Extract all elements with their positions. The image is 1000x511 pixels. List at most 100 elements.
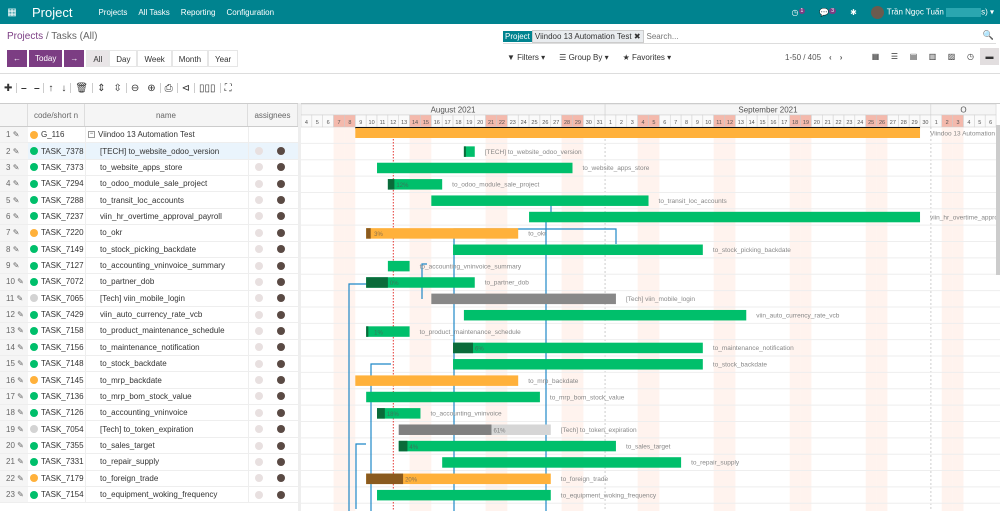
breadcrumb-projects[interactable]: Projects xyxy=(7,31,44,42)
edit-icon[interactable]: ✎ xyxy=(17,359,24,369)
edit-icon[interactable]: ✎ xyxy=(17,375,24,385)
task-bar[interactable] xyxy=(366,326,410,337)
pager-next-icon[interactable]: › xyxy=(839,53,843,62)
vertical-scrollbar[interactable] xyxy=(996,125,1000,275)
table-row[interactable]: 3 ✎ TASK_7373 to_website_apps_store xyxy=(0,159,298,177)
col-name[interactable]: name xyxy=(85,104,248,126)
table-row[interactable]: 18 ✎ TASK_7126 to_accounting_vninvoice xyxy=(0,405,298,422)
debug-icon[interactable]: ✱ xyxy=(850,7,857,17)
edit-icon[interactable]: ✎ xyxy=(12,195,20,205)
critical-path-icon[interactable]: ⊲ xyxy=(181,82,191,94)
apps-menu-icon[interactable]: ▦ xyxy=(7,6,17,18)
scale-day[interactable]: Day xyxy=(109,50,138,67)
edit-icon[interactable]: ✎ xyxy=(12,130,20,140)
task-bar[interactable] xyxy=(366,228,519,239)
task-bar[interactable] xyxy=(387,179,443,190)
app-title[interactable]: Project xyxy=(32,4,73,20)
edit-icon[interactable]: ✎ xyxy=(17,310,24,320)
table-row[interactable]: 8 ✎ TASK_7149 to_stock_picking_backdate xyxy=(0,241,298,258)
task-bar[interactable] xyxy=(529,211,921,223)
edit-icon[interactable]: ✎ xyxy=(17,457,24,467)
scale-year[interactable]: Year xyxy=(208,50,239,67)
remove-facet-icon[interactable]: ✖ xyxy=(633,32,641,41)
favorites-dropdown[interactable]: ★ Favorites ▾ xyxy=(622,53,672,62)
table-row[interactable]: 14 ✎ TASK_7156 to_maintenance_notificati… xyxy=(0,339,298,357)
expand-all-icon[interactable]: ⇕ xyxy=(97,82,106,94)
task-bar[interactable] xyxy=(453,342,703,354)
edit-icon[interactable]: ✎ xyxy=(12,261,20,271)
task-bar[interactable] xyxy=(366,277,475,288)
task-bar[interactable] xyxy=(366,473,551,485)
activity-button[interactable]: ◷ 1 xyxy=(792,7,806,17)
scale-month[interactable]: Month xyxy=(171,50,209,67)
scale-week[interactable]: Week xyxy=(137,50,172,67)
table-row[interactable]: 2 ✎ TASK_7378 [TECH] to_website_odoo_ver… xyxy=(0,143,298,160)
menu-reporting[interactable]: Reporting xyxy=(180,7,216,17)
table-row[interactable]: 13 ✎ TASK_7158 to_product_maintenance_sc… xyxy=(0,323,298,340)
task-bar[interactable] xyxy=(387,260,410,272)
table-row[interactable]: 10 ✎ TASK_7072 to_partner_dob xyxy=(0,274,298,291)
view-calendar-icon[interactable]: ▤ xyxy=(909,52,918,61)
menu-all-tasks[interactable]: All Tasks xyxy=(138,7,170,17)
search-input[interactable] xyxy=(646,32,947,41)
task-bar[interactable] xyxy=(431,293,616,305)
print-icon[interactable]: ⎙ xyxy=(164,82,173,94)
task-bar[interactable] xyxy=(355,375,519,386)
table-row[interactable]: 5 ✎ TASK_7288 to_transit_loc_accounts xyxy=(0,192,298,209)
view-graph-icon[interactable]: ▨ xyxy=(947,52,956,61)
edit-icon[interactable]: ✎ xyxy=(12,162,20,172)
task-bar[interactable] xyxy=(377,162,573,174)
user-menu[interactable]: Trần Ngọc Tuấn s) ▾ xyxy=(870,5,994,19)
view-pivot-icon[interactable]: ▥ xyxy=(928,52,937,61)
facet-value[interactable]: Viindoo 13 Automation Test ✖ xyxy=(531,30,644,43)
edit-icon[interactable]: ✎ xyxy=(12,228,20,238)
collapse-all-icon[interactable]: ⇳ xyxy=(113,82,122,94)
edit-icon[interactable]: ✎ xyxy=(17,326,24,336)
view-kanban-icon[interactable]: ▦ xyxy=(871,52,880,61)
table-row[interactable]: 11 ✎ TASK_7065 [Tech] viin_mobile_login xyxy=(0,290,298,307)
group-by-dropdown[interactable]: ☰ Group By ▾ xyxy=(559,53,609,62)
table-row[interactable]: 20 ✎ TASK_7355 to_sales_target xyxy=(0,437,298,455)
table-row[interactable]: 21 ✎ TASK_7331 to_repair_supply xyxy=(0,454,298,471)
task-bar[interactable] xyxy=(442,457,682,468)
move-up-icon[interactable]: ↑ xyxy=(48,82,54,94)
task-bar[interactable] xyxy=(463,146,475,157)
task-bar[interactable] xyxy=(398,440,616,452)
menu-configuration[interactable]: Configuration xyxy=(226,7,275,17)
search-icon[interactable]: 🔍 xyxy=(982,30,994,40)
layout-icon[interactable]: ▯▯▯ xyxy=(199,82,216,94)
table-row[interactable]: 16 ✎ TASK_7145 to_mrp_backdate xyxy=(0,372,298,389)
fullscreen-icon[interactable]: ⛶ xyxy=(224,82,232,94)
edit-icon[interactable]: ✎ xyxy=(12,244,20,254)
prev-button[interactable]: ← xyxy=(7,50,27,67)
table-row[interactable]: 6 ✎ TASK_7237 viin_hr_overtime_approval_… xyxy=(0,208,298,226)
next-button[interactable]: → xyxy=(64,50,85,67)
table-row[interactable]: 9 ✎ TASK_7127 to_accounting_vninvoice_su… xyxy=(0,257,298,275)
view-activity-icon[interactable]: ◷ xyxy=(967,52,974,61)
today-button[interactable]: Today xyxy=(29,50,63,67)
table-row[interactable]: 17 ✎ TASK_7136 to_mrp_bom_stock_value xyxy=(0,388,298,406)
zoom-out-icon[interactable]: ⊖ xyxy=(130,82,140,94)
view-gantt-icon[interactable]: ▬ xyxy=(980,48,999,65)
indent-icon[interactable]: ⎯ xyxy=(34,82,40,94)
move-down-icon[interactable]: ↓ xyxy=(61,82,67,94)
edit-icon[interactable]: ✎ xyxy=(17,277,24,287)
task-bar[interactable] xyxy=(377,408,421,419)
edit-icon[interactable]: ✎ xyxy=(12,146,20,156)
edit-icon[interactable]: ✎ xyxy=(17,441,24,450)
delete-icon[interactable]: 🗑 xyxy=(75,82,89,94)
edit-icon[interactable]: ✎ xyxy=(17,424,24,434)
col-assignees[interactable]: assignees xyxy=(248,104,298,126)
task-bar[interactable] xyxy=(366,391,540,403)
view-list-icon[interactable]: ☰ xyxy=(890,52,899,61)
outdent-icon[interactable]: ⎯ xyxy=(21,82,27,94)
menu-projects[interactable]: Projects xyxy=(98,7,128,17)
col-code[interactable]: code/short n xyxy=(28,104,85,126)
edit-icon[interactable]: ✎ xyxy=(17,408,24,418)
task-bar[interactable] xyxy=(463,309,747,321)
edit-icon[interactable]: ✎ xyxy=(16,293,24,303)
table-row[interactable]: 7 ✎ TASK_7220 to_okr xyxy=(0,225,298,242)
edit-icon[interactable]: ✎ xyxy=(17,342,24,352)
task-bar[interactable] xyxy=(355,128,921,138)
pager-prev-icon[interactable]: ‹ xyxy=(829,53,832,62)
